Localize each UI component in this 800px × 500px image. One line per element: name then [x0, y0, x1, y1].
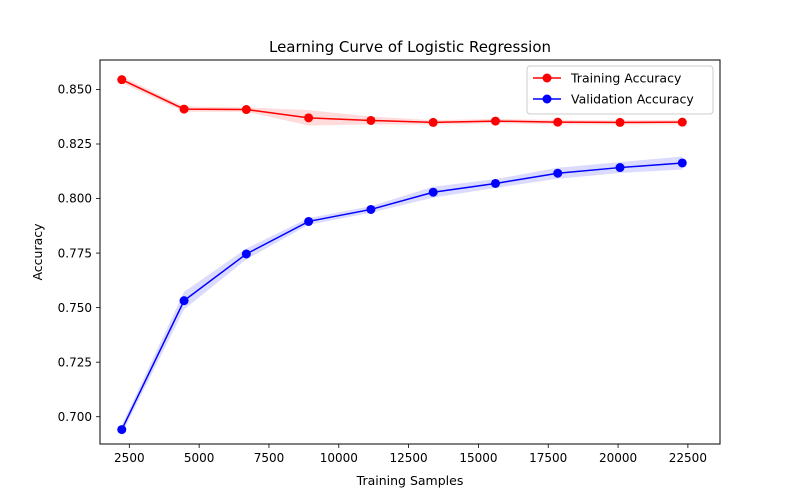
training-point: [428, 117, 438, 127]
x-tick-label: 2500: [114, 451, 145, 465]
y-tick-label: 0.775: [58, 246, 92, 260]
training-point: [117, 75, 127, 85]
training-point: [179, 104, 189, 114]
legend-marker-validation: [542, 94, 552, 104]
training-line: [121, 78, 683, 124]
validation-line: [121, 162, 683, 430]
validation-point: [428, 187, 438, 197]
y-tick-label: 0.800: [58, 192, 92, 206]
validation-point: [490, 178, 500, 188]
validation-point: [677, 158, 687, 168]
validation-point: [304, 216, 314, 226]
chart-title: Learning Curve of Logistic Regression: [269, 38, 551, 56]
training-point: [241, 105, 251, 115]
validation-point: [117, 425, 127, 435]
x-tick-label: 5000: [184, 451, 215, 465]
training-point: [366, 115, 376, 125]
training-point: [615, 117, 625, 127]
x-axis-label: Training Samples: [356, 473, 464, 488]
x-tick-label: 10000: [320, 451, 358, 465]
x-tick-label: 22500: [669, 451, 707, 465]
legend-marker-training: [542, 73, 552, 83]
training-point: [490, 116, 500, 126]
y-tick-label: 0.825: [58, 137, 92, 151]
validation-point: [553, 168, 563, 178]
x-tick-label: 7500: [254, 451, 285, 465]
series-markers: [117, 75, 687, 435]
legend-box: [526, 65, 714, 115]
training-point: [677, 117, 687, 127]
training-std-band: [121, 76, 683, 126]
y-axis-label: Accuracy: [30, 223, 45, 281]
validation-point: [366, 204, 376, 214]
validation-point: [615, 163, 625, 173]
x-tick-label: 15000: [459, 451, 497, 465]
validation-point: [179, 296, 189, 306]
legend-label-validation: Validation Accuracy: [571, 92, 694, 107]
series-lines: [121, 78, 683, 430]
y-tick-label: 0.850: [58, 83, 92, 97]
x-tick-label: 17500: [529, 451, 567, 465]
training-point: [553, 117, 563, 127]
x-tick-label: 20000: [599, 451, 637, 465]
x-tick-label: 12500: [390, 451, 428, 465]
y-tick-label: 0.750: [58, 301, 92, 315]
y-axis-ticks: 0.700 0.725 0.750 0.775 0.800 0.825 0.850: [58, 83, 100, 424]
legend: Training Accuracy Validation Accuracy: [526, 65, 714, 115]
validation-point: [241, 249, 251, 259]
legend-label-training: Training Accuracy: [570, 71, 682, 86]
y-tick-label: 0.725: [58, 355, 92, 369]
x-axis-ticks: 2500 5000 7500 10000 12500 15000 17500 20000 225…: [114, 444, 707, 465]
std-bands: [121, 76, 683, 434]
plot-frame: [99, 59, 721, 445]
training-point: [304, 113, 314, 123]
y-tick-label: 0.700: [58, 410, 92, 424]
